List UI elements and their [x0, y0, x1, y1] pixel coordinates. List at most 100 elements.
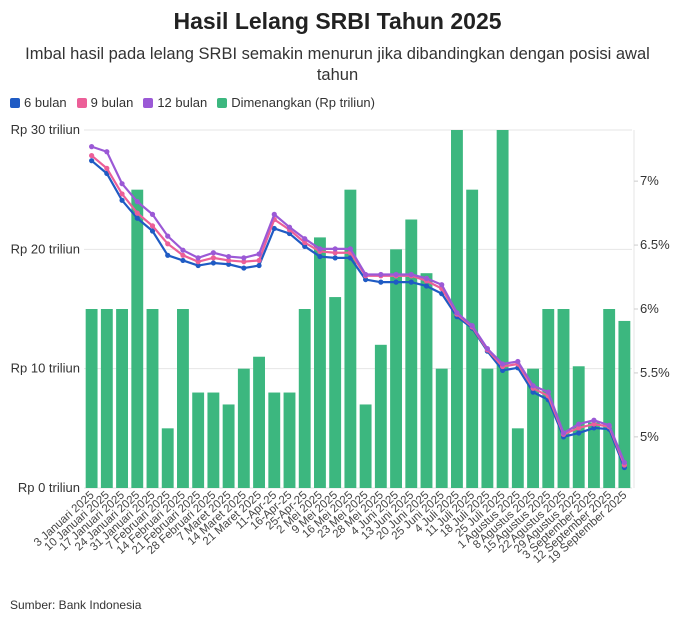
line-point [165, 233, 171, 239]
line-point [104, 165, 110, 171]
bar [481, 368, 494, 488]
left-tick-label: Rp 10 triliun [11, 361, 80, 376]
legend: 6 bulan 9 bulan 12 bulan Dimenangkan (Rp… [10, 95, 375, 110]
line-point [286, 224, 293, 230]
bar [161, 428, 174, 488]
legend-label: Dimenangkan (Rp triliun) [231, 95, 375, 110]
bar [359, 404, 372, 488]
source-note: Sumber: Bank Indonesia [10, 598, 142, 612]
line-point [286, 230, 293, 237]
line-point [530, 383, 536, 389]
line-point [104, 149, 110, 155]
line-point [469, 323, 475, 329]
bar [298, 309, 311, 488]
line-point [408, 271, 414, 278]
bar [466, 189, 479, 488]
bar [374, 344, 387, 488]
line-12-bulan [91, 145, 626, 463]
line-point [408, 279, 414, 285]
bar [527, 368, 539, 488]
line-point [302, 243, 308, 249]
right-tick-label: 7% [640, 173, 659, 188]
right-tick-label: 6.5% [640, 237, 670, 252]
line-point [271, 211, 277, 217]
line-point [393, 279, 399, 285]
line-point [195, 259, 201, 265]
line-point [210, 255, 216, 261]
line-point [241, 259, 247, 265]
bar [253, 356, 265, 488]
bar [435, 368, 448, 488]
line-point [149, 228, 156, 234]
line-point [576, 430, 582, 436]
legend-swatch [10, 97, 20, 108]
line-point [500, 361, 506, 367]
legend-swatch [76, 97, 87, 108]
line-point [606, 422, 612, 428]
bar [496, 130, 509, 488]
line-point [149, 223, 156, 229]
line-point [180, 257, 186, 264]
legend-label: 6 bulan [24, 95, 67, 110]
bar [603, 309, 616, 488]
line-point [271, 225, 277, 232]
line-point [484, 346, 490, 352]
line-point [241, 265, 247, 271]
bar [588, 422, 600, 488]
line-point [302, 236, 308, 242]
line-point [256, 262, 262, 269]
bar [116, 309, 128, 488]
bar [557, 309, 570, 488]
legend-item-9-bulan[interactable]: 9 bulan [76, 95, 134, 110]
bar [344, 189, 357, 488]
bar [451, 130, 463, 488]
legend-item-dimenangkan[interactable]: Dimenangkan (Rp triliun) [217, 95, 375, 110]
legend-item-12-bulan[interactable]: 12 bulan [143, 95, 207, 110]
line-point [226, 257, 232, 264]
line-point [560, 430, 567, 436]
line-point [332, 246, 338, 252]
legend-label: 9 bulan [90, 95, 134, 110]
line-9-bulan [90, 154, 626, 466]
line-point [439, 282, 445, 288]
line-point [210, 250, 216, 256]
bar [222, 404, 235, 488]
line-point [226, 261, 232, 267]
left-tick-label: Rp 20 triliun [11, 241, 80, 256]
bar [283, 392, 296, 488]
left-tick-label: Rp 0 triliun [18, 480, 80, 495]
line-point [149, 211, 156, 217]
legend-swatch [217, 97, 228, 108]
right-tick-label: 5.5% [640, 365, 670, 380]
line-point [515, 358, 521, 365]
legend-item-6-bulan[interactable]: 6 bulan [10, 95, 67, 110]
line-point [317, 246, 323, 252]
line-point [332, 250, 338, 256]
line-point [180, 252, 186, 258]
bar [314, 237, 326, 488]
line-point [165, 252, 171, 258]
line-point [347, 246, 353, 252]
chart-title: Hasil Lelang SRBI Tahun 2025 [173, 8, 502, 34]
line-point [591, 417, 597, 423]
line-point [530, 389, 536, 395]
legend-swatch [143, 97, 154, 108]
line-point [500, 367, 506, 373]
bar [390, 249, 402, 488]
line-point [576, 425, 582, 431]
bar [177, 309, 189, 488]
line-point [423, 275, 430, 281]
bar [405, 219, 418, 488]
line-point [195, 262, 201, 269]
line-point [545, 389, 551, 395]
line-point [89, 158, 95, 164]
line-6-bulan [90, 159, 626, 468]
line-point [210, 260, 216, 266]
right-tick-label: 5% [640, 429, 659, 444]
bar [207, 392, 220, 488]
bar [131, 189, 144, 488]
bar [237, 368, 250, 488]
line-point [119, 181, 125, 187]
line-point [576, 421, 582, 427]
bar [268, 392, 281, 488]
